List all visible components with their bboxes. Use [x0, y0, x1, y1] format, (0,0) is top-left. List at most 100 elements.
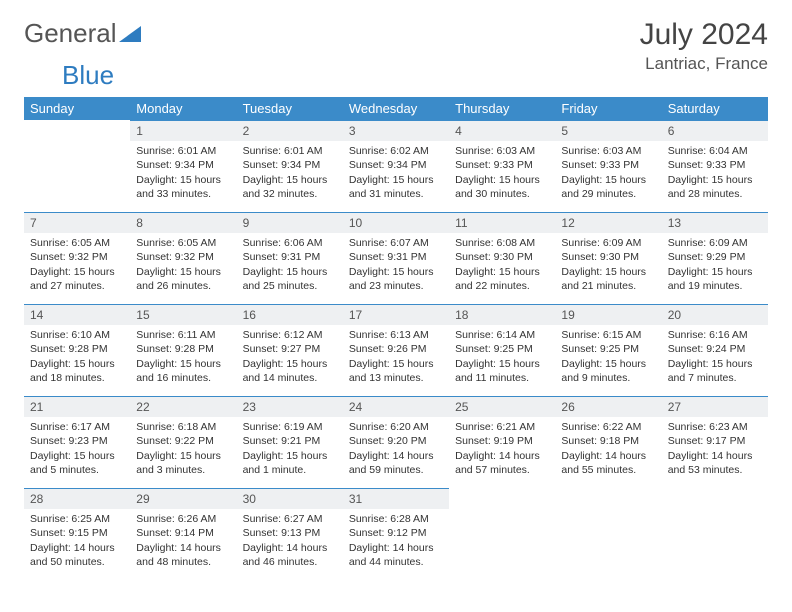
sunset-line: Sunset: 9:28 PM	[136, 342, 230, 356]
sunrise-line: Sunrise: 6:17 AM	[30, 420, 124, 434]
day-body: Sunrise: 6:06 AMSunset: 9:31 PMDaylight:…	[237, 233, 343, 301]
logo-text-blue: Blue	[62, 60, 122, 91]
daylight-line: Daylight: 15 hours and 14 minutes.	[243, 357, 337, 385]
sunset-line: Sunset: 9:22 PM	[136, 434, 230, 448]
daylight-line: Daylight: 15 hours and 11 minutes.	[455, 357, 549, 385]
day-body: Sunrise: 6:20 AMSunset: 9:20 PMDaylight:…	[343, 417, 449, 485]
day-body: Sunrise: 6:03 AMSunset: 9:33 PMDaylight:…	[449, 141, 555, 209]
daylight-line: Daylight: 15 hours and 16 minutes.	[136, 357, 230, 385]
day-number: 5	[555, 120, 661, 141]
sunset-line: Sunset: 9:33 PM	[561, 158, 655, 172]
weekday-header: Tuesday	[237, 97, 343, 120]
sunset-line: Sunset: 9:28 PM	[30, 342, 124, 356]
sunset-line: Sunset: 9:12 PM	[349, 526, 443, 540]
sunrise-line: Sunrise: 6:09 AM	[668, 236, 762, 250]
location: Lantriac, France	[640, 54, 768, 74]
sunrise-line: Sunrise: 6:01 AM	[136, 144, 230, 158]
sunrise-line: Sunrise: 6:16 AM	[668, 328, 762, 342]
day-number: 23	[237, 396, 343, 417]
calendar-empty-cell	[662, 488, 768, 580]
calendar-day-cell: 30 Sunrise: 6:27 AMSunset: 9:13 PMDayligh…	[237, 488, 343, 580]
sunrise-line: Sunrise: 6:04 AM	[668, 144, 762, 158]
sunrise-line: Sunrise: 6:09 AM	[561, 236, 655, 250]
sunset-line: Sunset: 9:24 PM	[668, 342, 762, 356]
day-body: Sunrise: 6:25 AMSunset: 9:15 PMDaylight:…	[24, 509, 130, 577]
day-body: Sunrise: 6:05 AMSunset: 9:32 PMDaylight:…	[24, 233, 130, 301]
daylight-line: Daylight: 14 hours and 50 minutes.	[30, 541, 124, 569]
sunset-line: Sunset: 9:14 PM	[136, 526, 230, 540]
sunrise-line: Sunrise: 6:05 AM	[136, 236, 230, 250]
day-body: Sunrise: 6:02 AMSunset: 9:34 PMDaylight:…	[343, 141, 449, 209]
day-number: 22	[130, 396, 236, 417]
sunset-line: Sunset: 9:15 PM	[30, 526, 124, 540]
sunrise-line: Sunrise: 6:11 AM	[136, 328, 230, 342]
daylight-line: Daylight: 15 hours and 33 minutes.	[136, 173, 230, 201]
calendar-week-row: 14Sunrise: 6:10 AMSunset: 9:28 PMDayligh…	[24, 304, 768, 396]
sunrise-line: Sunrise: 6:05 AM	[30, 236, 124, 250]
calendar-day-cell: 15 Sunrise: 6:11 AMSunset: 9:28 PMDayligh…	[130, 304, 236, 396]
sunrise-line: Sunrise: 6:25 AM	[30, 512, 124, 526]
day-body: Sunrise: 6:01 AMSunset: 9:34 PMDaylight:…	[130, 141, 236, 209]
sunset-line: Sunset: 9:31 PM	[243, 250, 337, 264]
header: General July 2024 Lantriac, France	[24, 18, 768, 74]
sunrise-line: Sunrise: 6:13 AM	[349, 328, 443, 342]
sunrise-line: Sunrise: 6:03 AM	[455, 144, 549, 158]
daylight-line: Daylight: 15 hours and 32 minutes.	[243, 173, 337, 201]
logo-text-general: General	[24, 18, 117, 49]
calendar-day-cell: 13Sunrise: 6:09 AMSunset: 9:29 PMDayligh…	[662, 212, 768, 304]
calendar-day-cell: 8Sunrise: 6:05 AMSunset: 9:32 PMDaylight…	[130, 212, 236, 304]
calendar-day-cell: 23Sunrise: 6:19 AMSunset: 9:21 PMDayligh…	[237, 396, 343, 488]
day-body: Sunrise: 6:17 AMSunset: 9:23 PMDaylight:…	[24, 417, 130, 485]
sunset-line: Sunset: 9:13 PM	[243, 526, 337, 540]
daylight-line: Daylight: 15 hours and 29 minutes.	[561, 173, 655, 201]
sunset-line: Sunset: 9:19 PM	[455, 434, 549, 448]
day-number: 15	[130, 304, 236, 325]
sunset-line: Sunset: 9:29 PM	[668, 250, 762, 264]
sunrise-line: Sunrise: 6:27 AM	[243, 512, 337, 526]
day-number: 29	[130, 488, 236, 509]
day-number: 31	[343, 488, 449, 509]
sunset-line: Sunset: 9:32 PM	[136, 250, 230, 264]
daylight-line: Daylight: 15 hours and 22 minutes.	[455, 265, 549, 293]
daylight-line: Daylight: 15 hours and 23 minutes.	[349, 265, 443, 293]
day-body: Sunrise: 6:10 AMSunset: 9:28 PMDaylight:…	[24, 325, 130, 393]
day-number: 30	[237, 488, 343, 509]
day-body: Sunrise: 6:01 AMSunset: 9:34 PMDaylight:…	[237, 141, 343, 209]
sunrise-line: Sunrise: 6:10 AM	[30, 328, 124, 342]
calendar-day-cell: 2Sunrise: 6:01 AMSunset: 9:34 PMDaylight…	[237, 120, 343, 212]
day-number: 6	[662, 120, 768, 141]
day-body: Sunrise: 6:09 AMSunset: 9:30 PMDaylight:…	[555, 233, 661, 301]
sunrise-line: Sunrise: 6:02 AM	[349, 144, 443, 158]
sunset-line: Sunset: 9:20 PM	[349, 434, 443, 448]
calendar-day-cell: 12Sunrise: 6:09 AMSunset: 9:30 PMDayligh…	[555, 212, 661, 304]
calendar-empty-cell	[449, 488, 555, 580]
day-number: 3	[343, 120, 449, 141]
day-number: 17	[343, 304, 449, 325]
calendar-day-cell: 27Sunrise: 6:23 AMSunset: 9:17 PMDayligh…	[662, 396, 768, 488]
sunset-line: Sunset: 9:21 PM	[243, 434, 337, 448]
day-number: 7	[24, 212, 130, 233]
day-body: Sunrise: 6:14 AMSunset: 9:25 PMDaylight:…	[449, 325, 555, 393]
sunset-line: Sunset: 9:25 PM	[455, 342, 549, 356]
day-body: Sunrise: 6:15 AMSunset: 9:25 PMDaylight:…	[555, 325, 661, 393]
daylight-line: Daylight: 15 hours and 28 minutes.	[668, 173, 762, 201]
day-body: Sunrise: 6:05 AMSunset: 9:32 PMDaylight:…	[130, 233, 236, 301]
weekday-header: Monday	[130, 97, 236, 120]
daylight-line: Daylight: 14 hours and 46 minutes.	[243, 541, 337, 569]
day-number: 16	[237, 304, 343, 325]
daylight-line: Daylight: 15 hours and 13 minutes.	[349, 357, 443, 385]
daylight-line: Daylight: 15 hours and 26 minutes.	[136, 265, 230, 293]
daylight-line: Daylight: 15 hours and 30 minutes.	[455, 173, 549, 201]
day-number: 21	[24, 396, 130, 417]
day-number: 11	[449, 212, 555, 233]
day-number: 26	[555, 396, 661, 417]
day-body: Sunrise: 6:07 AMSunset: 9:31 PMDaylight:…	[343, 233, 449, 301]
calendar-day-cell: 25Sunrise: 6:21 AMSunset: 9:19 PMDayligh…	[449, 396, 555, 488]
sunset-line: Sunset: 9:34 PM	[136, 158, 230, 172]
sunrise-line: Sunrise: 6:03 AM	[561, 144, 655, 158]
day-number: 10	[343, 212, 449, 233]
logo-triangle-icon	[119, 24, 141, 44]
sunset-line: Sunset: 9:25 PM	[561, 342, 655, 356]
calendar-day-cell: 7Sunrise: 6:05 AMSunset: 9:32 PMDaylight…	[24, 212, 130, 304]
calendar-day-cell: 14Sunrise: 6:10 AMSunset: 9:28 PMDayligh…	[24, 304, 130, 396]
